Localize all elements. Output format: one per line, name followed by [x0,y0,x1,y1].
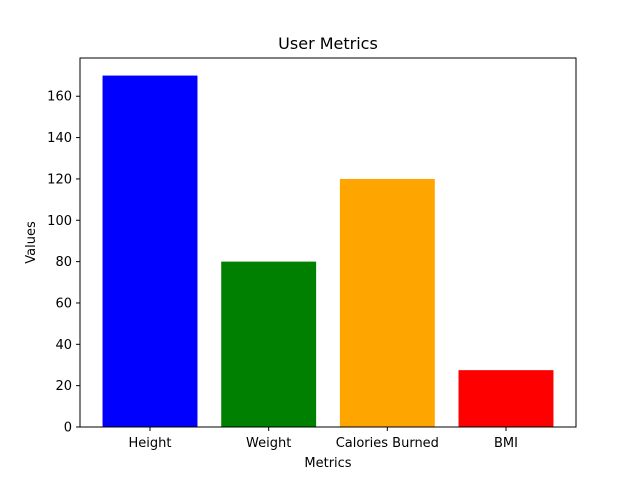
x-axis: Height Weight Calories Burned BMI [129,427,518,451]
y-axis-label: Values [24,221,39,264]
y-tick-label: 60 [55,296,72,311]
y-tick-label: 40 [55,338,72,353]
bar-weight [221,261,317,427]
y-axis: 0 20 40 60 80 100 120 140 160 [47,90,80,436]
bar-height [102,75,198,428]
bar-calories-burned [339,178,435,427]
y-tick-label: 140 [47,131,72,146]
bars-group [102,75,554,428]
y-tick-label: 120 [47,172,72,187]
plot-frame [79,57,577,428]
y-tick-label: 20 [55,379,72,394]
y-tick-label: 80 [55,255,72,270]
y-tick-label: 160 [47,90,72,105]
x-tick-label-height: Height [129,436,172,451]
y-tick-label: 0 [64,421,72,436]
x-tick-label-bmi: BMI [494,436,518,451]
bar-bmi [458,370,554,427]
chart-title: User Metrics [278,34,378,53]
y-tick-label: 100 [47,214,72,229]
x-axis-label: Metrics [304,456,351,471]
x-tick-label-weight: Weight [246,436,291,451]
x-tick-label-calories-burned: Calories Burned [336,436,439,451]
